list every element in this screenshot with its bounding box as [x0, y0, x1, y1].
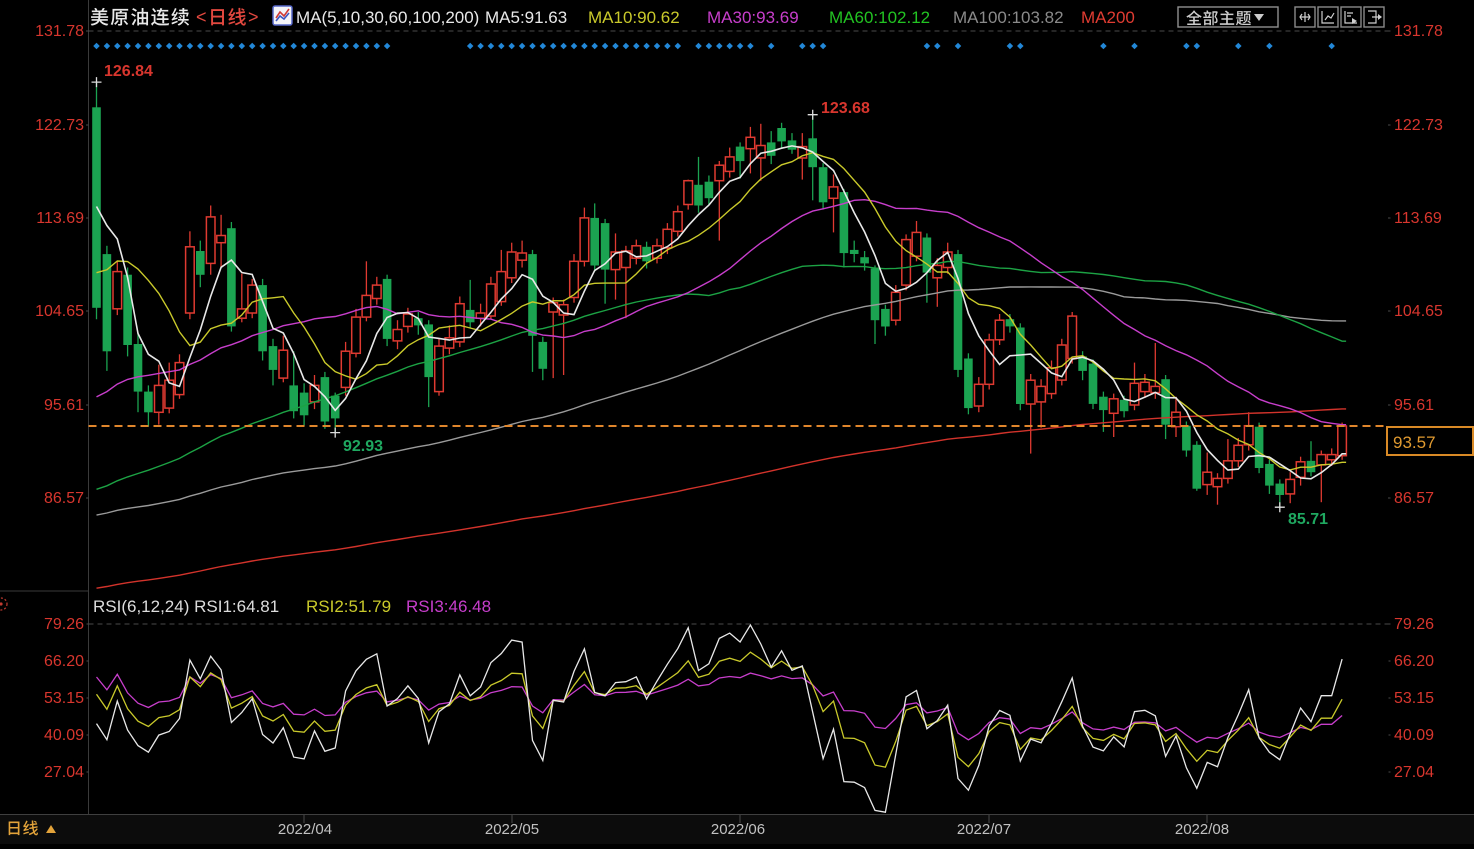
svg-text:RSI(6,12,24) RSI1:64.81: RSI(6,12,24) RSI1:64.81: [93, 597, 279, 616]
svg-text:131.78: 131.78: [1394, 23, 1443, 40]
svg-text:RSI3:46.48: RSI3:46.48: [406, 597, 491, 616]
svg-text:2022/06: 2022/06: [711, 821, 765, 838]
svg-text:27.04: 27.04: [44, 764, 84, 781]
svg-text:95.61: 95.61: [1394, 397, 1434, 414]
svg-text:53.15: 53.15: [44, 690, 84, 707]
svg-text:126.84: 126.84: [104, 63, 153, 80]
svg-text:66.20: 66.20: [1394, 653, 1434, 670]
svg-text:79.26: 79.26: [1394, 616, 1434, 633]
svg-text:2022/07: 2022/07: [957, 821, 1011, 838]
svg-text:27.04: 27.04: [1394, 764, 1434, 781]
svg-text:104.65: 104.65: [1394, 303, 1443, 320]
svg-text:RSI2:51.79: RSI2:51.79: [306, 597, 391, 616]
svg-text:MA60:102.12: MA60:102.12: [829, 8, 930, 27]
svg-text:2022/08: 2022/08: [1175, 821, 1229, 838]
svg-text:2022/05: 2022/05: [485, 821, 539, 838]
svg-text:79.26: 79.26: [44, 616, 84, 633]
svg-text:86.57: 86.57: [44, 490, 84, 507]
svg-text:40.09: 40.09: [1394, 727, 1434, 744]
svg-text:86.57: 86.57: [1394, 490, 1434, 507]
svg-text:53.15: 53.15: [1394, 690, 1434, 707]
svg-text:MA200: MA200: [1081, 8, 1135, 27]
svg-text:>: >: [248, 7, 259, 27]
svg-text:113.69: 113.69: [36, 210, 84, 227]
svg-text:93.57: 93.57: [1393, 433, 1436, 452]
svg-text:MA30:93.69: MA30:93.69: [707, 8, 799, 27]
svg-text:123.68: 123.68: [821, 100, 870, 117]
svg-text:40.09: 40.09: [44, 727, 84, 744]
svg-text:92.93: 92.93: [343, 438, 383, 455]
svg-text:85.71: 85.71: [1288, 511, 1328, 528]
svg-text:131.78: 131.78: [35, 23, 84, 40]
svg-text:122.73: 122.73: [35, 117, 84, 134]
svg-text:113.69: 113.69: [1394, 210, 1442, 227]
svg-text:MA(5,10,30,60,100,200): MA(5,10,30,60,100,200): [296, 8, 479, 27]
svg-text:66.20: 66.20: [44, 653, 84, 670]
svg-text:122.73: 122.73: [1394, 117, 1443, 134]
svg-text:MA5:91.63: MA5:91.63: [485, 8, 567, 27]
svg-text:<: <: [196, 7, 207, 27]
svg-text:MA10:90.62: MA10:90.62: [588, 8, 680, 27]
svg-text:104.65: 104.65: [35, 303, 84, 320]
svg-text:MA100:103.82: MA100:103.82: [953, 8, 1064, 27]
svg-text:95.61: 95.61: [44, 397, 84, 414]
svg-text:2022/04: 2022/04: [278, 821, 332, 838]
